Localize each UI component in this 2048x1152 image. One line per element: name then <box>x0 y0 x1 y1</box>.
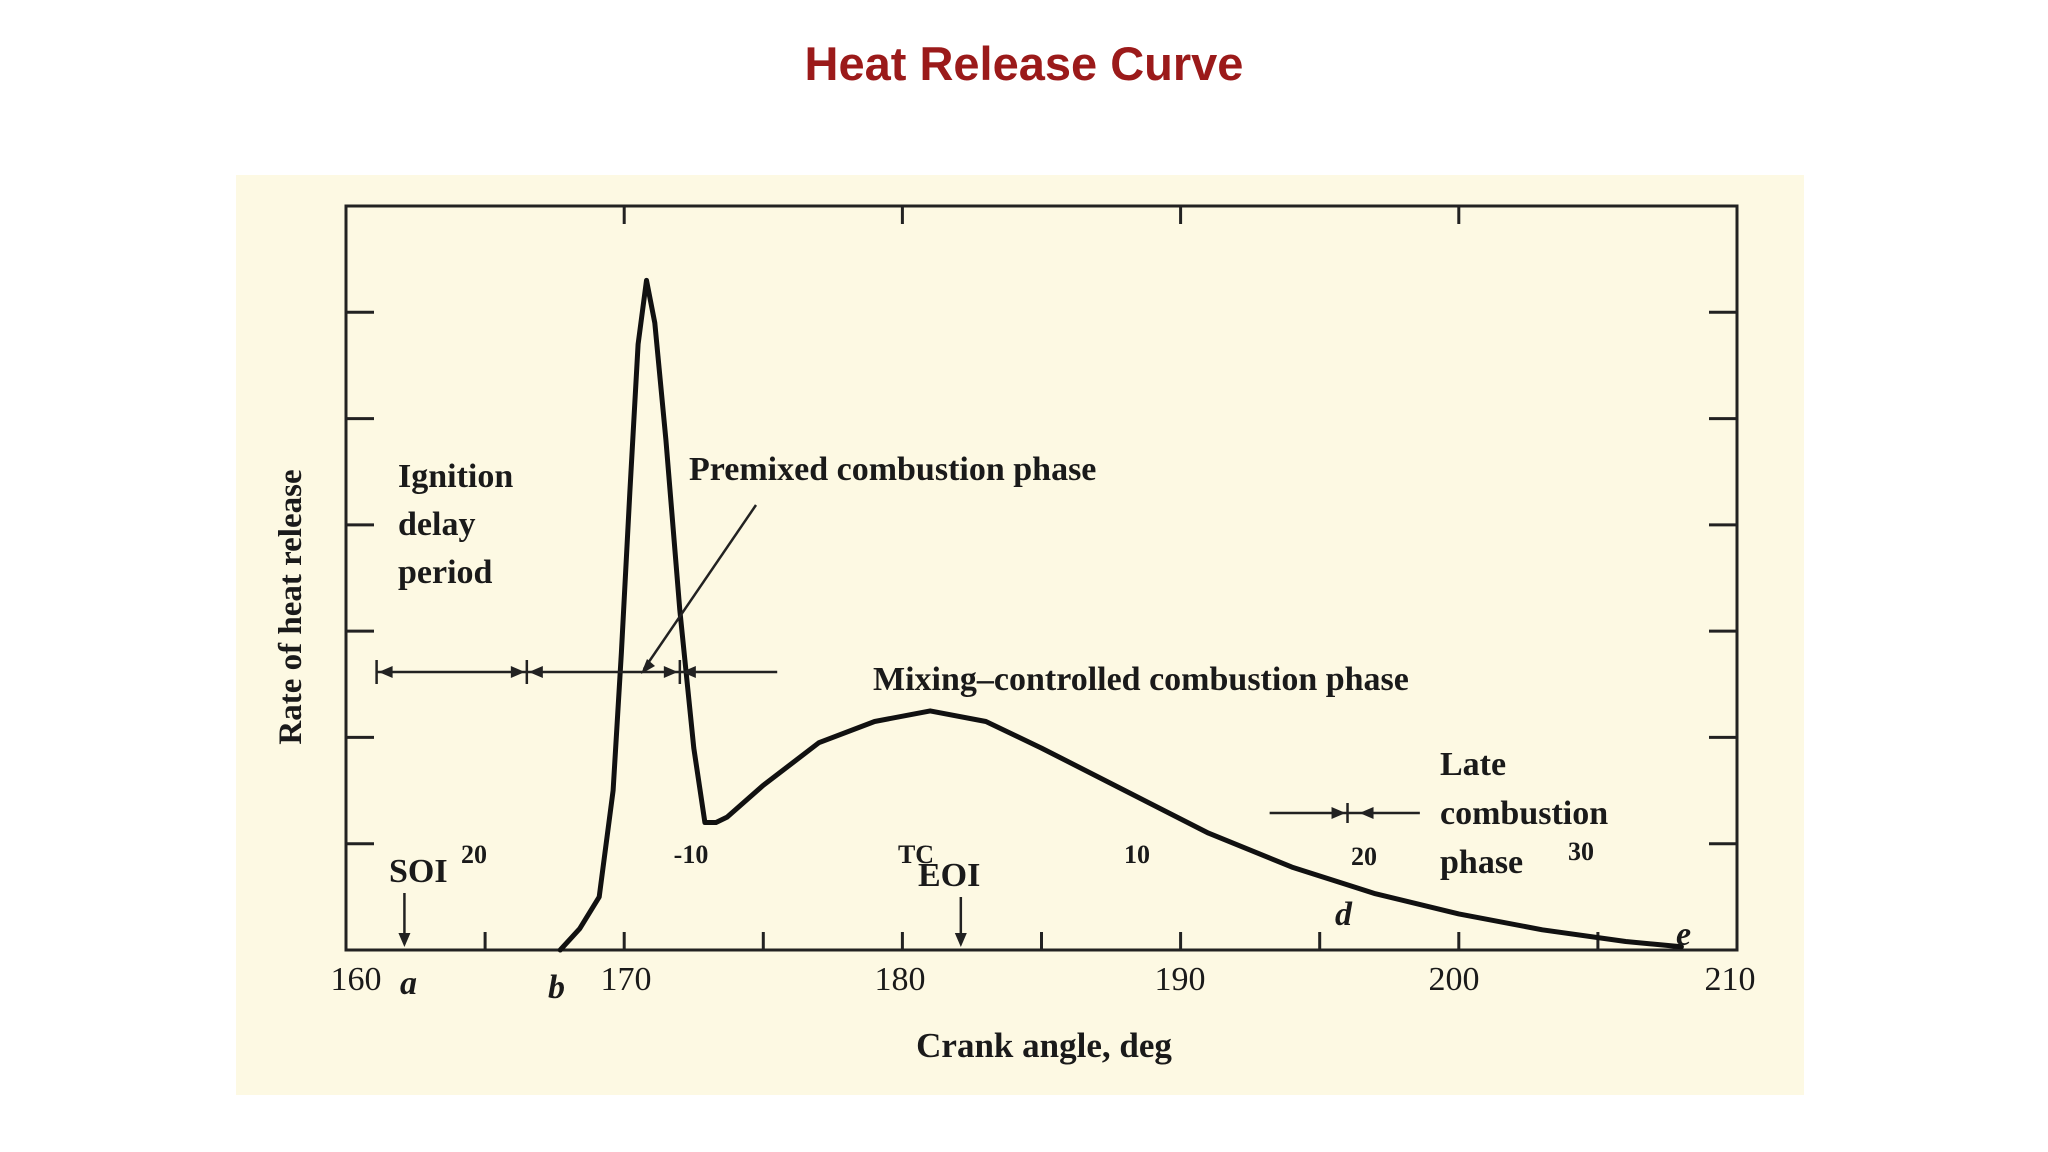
arrow-head <box>528 666 543 678</box>
overlay-tick-label: -10 <box>674 840 709 869</box>
overlay-tick-label: 10 <box>1124 840 1150 869</box>
arrow-head <box>681 666 696 678</box>
plot-frame <box>344 204 1739 952</box>
eoi-label: EOI <box>918 857 980 894</box>
late-phase-label: Late <box>1440 746 1506 783</box>
x-tick-label: 160 <box>331 961 382 998</box>
premixed-leader-line <box>642 504 758 670</box>
arrow-head <box>1331 807 1346 819</box>
point-a-label: a <box>400 965 417 1002</box>
slide-title: Heat Release Curve <box>804 37 1244 90</box>
point-e-label: e <box>1676 916 1691 953</box>
x-tick-label: 190 <box>1155 961 1206 998</box>
ignition-delay-label: period <box>398 554 493 591</box>
overlay-tick-label: 20 <box>1351 842 1377 871</box>
arrow-head <box>378 666 393 678</box>
x-tick-label: 200 <box>1429 961 1480 998</box>
ignition-delay-label: Ignition <box>398 458 513 495</box>
mixing-phase-label: Mixing–controlled combustion phase <box>873 661 1409 698</box>
ignition-delay-label: delay <box>398 506 475 543</box>
x-axis-label: Crank angle, deg <box>916 1026 1172 1065</box>
soi-label: SOI <box>389 853 448 890</box>
overlay-tick-label: TC <box>898 840 934 869</box>
heat-release-chart: 160 170 180 190 200 210 20 -10 TC 10 20 … <box>273 204 1756 1065</box>
arrow-head <box>663 666 678 678</box>
x-tick-label: 210 <box>1705 961 1756 998</box>
late-phase-label: phase <box>1440 844 1523 881</box>
eoi-arrow-head <box>954 933 967 947</box>
heat-release-figure: 160 170 180 190 200 210 20 -10 TC 10 20 … <box>236 175 1804 1095</box>
point-d-label: d <box>1335 896 1353 933</box>
leader-arrow-head <box>641 659 655 674</box>
overlay-tick-label: 30 <box>1568 837 1594 866</box>
late-phase-label: combustion <box>1440 795 1608 832</box>
heat-release-curve <box>557 277 1684 953</box>
arrow-head <box>1359 807 1374 819</box>
arrow-head <box>510 666 525 678</box>
point-b-label: b <box>548 969 565 1006</box>
premixed-phase-label: Premixed combustion phase <box>689 451 1096 488</box>
overlay-tick-label: 20 <box>461 840 487 869</box>
x-tick-label: 180 <box>875 961 926 998</box>
x-tick-label: 170 <box>601 961 652 998</box>
soi-arrow-head <box>398 933 411 947</box>
y-axis-label: Rate of heat release <box>273 469 309 744</box>
